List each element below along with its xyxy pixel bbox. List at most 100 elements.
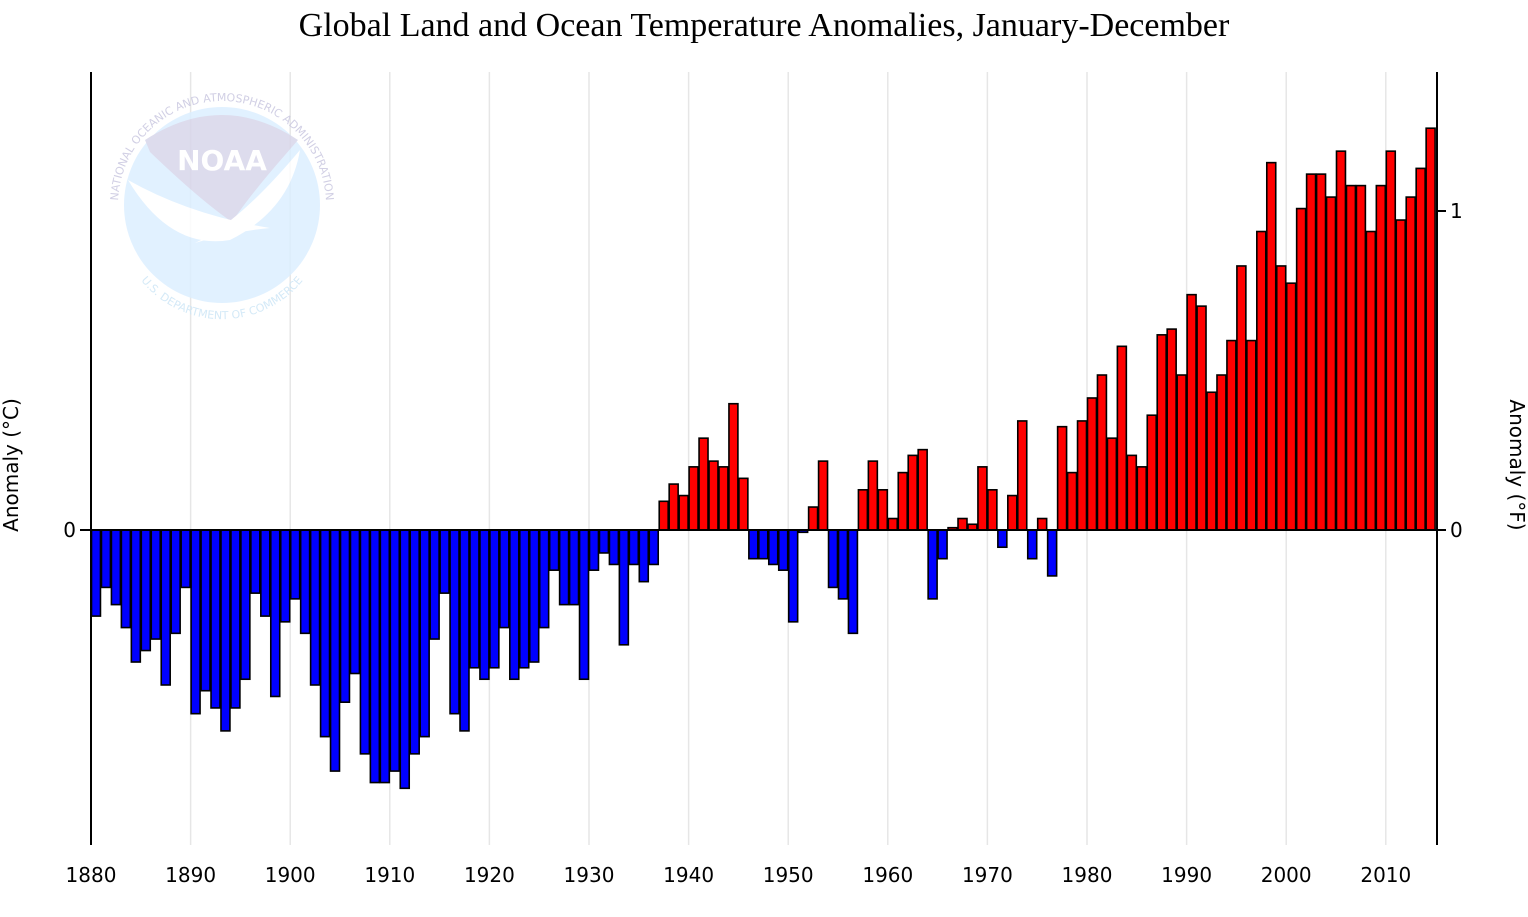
bar-1947 bbox=[758, 529, 769, 560]
bar-1904 bbox=[329, 529, 341, 772]
bar-1888 bbox=[170, 529, 181, 635]
bar-1973 bbox=[1016, 420, 1028, 531]
bar-2008 bbox=[1365, 230, 1377, 531]
bar-1990 bbox=[1186, 293, 1197, 531]
bar-1918 bbox=[469, 529, 480, 669]
bar-1928 bbox=[568, 529, 580, 606]
x-tick-label: 1900 bbox=[265, 863, 316, 887]
bar-2011 bbox=[1395, 219, 1407, 531]
bar-1901 bbox=[299, 529, 311, 635]
bar-1923 bbox=[518, 529, 530, 669]
bar-1914 bbox=[429, 529, 440, 640]
x-tick-label: 1920 bbox=[464, 863, 515, 887]
bar-1971 bbox=[997, 529, 1008, 549]
bar-1935 bbox=[638, 529, 650, 583]
bar-1998 bbox=[1265, 161, 1277, 531]
x-tick-label: 1980 bbox=[1062, 863, 1113, 887]
bar-2002 bbox=[1305, 173, 1317, 531]
bar-1931 bbox=[598, 529, 610, 554]
x-tick-label: 1890 bbox=[165, 863, 216, 887]
bar-1964 bbox=[927, 529, 938, 600]
bar-1910 bbox=[389, 529, 401, 772]
bar-1919 bbox=[479, 529, 490, 681]
bar-2009 bbox=[1375, 184, 1387, 531]
bar-1991 bbox=[1196, 305, 1207, 531]
bar-1945 bbox=[738, 477, 749, 531]
bar-2010 bbox=[1385, 150, 1397, 531]
bar-1993 bbox=[1216, 374, 1227, 531]
bar-1920 bbox=[489, 529, 500, 669]
bar-2000 bbox=[1285, 282, 1297, 531]
bar-1908 bbox=[369, 529, 381, 784]
bar-1982 bbox=[1106, 437, 1118, 531]
bar-1995 bbox=[1236, 265, 1247, 531]
bar-1967 bbox=[957, 517, 968, 531]
bar-1976 bbox=[1046, 529, 1058, 577]
bar-1883 bbox=[120, 529, 132, 629]
bar-1894 bbox=[230, 529, 241, 709]
bar-2012 bbox=[1405, 196, 1416, 531]
bar-1911 bbox=[399, 529, 411, 790]
bar-1893 bbox=[220, 529, 231, 732]
y-tick-label-right: 1 bbox=[1450, 199, 1463, 223]
bar-1895 bbox=[240, 529, 251, 681]
x-tick-label: 1960 bbox=[862, 863, 913, 887]
x-tick-label: 1950 bbox=[763, 863, 814, 887]
bar-2005 bbox=[1335, 150, 1347, 531]
bar-1975 bbox=[1036, 517, 1048, 531]
bar-1940 bbox=[688, 466, 699, 531]
bar-2006 bbox=[1345, 184, 1357, 531]
bar-1885 bbox=[140, 529, 152, 652]
x-tick-label: 1930 bbox=[564, 863, 615, 887]
bar-1913 bbox=[419, 529, 430, 738]
bar-1977 bbox=[1056, 425, 1068, 531]
bar-1988 bbox=[1166, 328, 1177, 531]
bar-1994 bbox=[1226, 339, 1237, 531]
bar-1999 bbox=[1275, 265, 1287, 531]
bar-1922 bbox=[509, 529, 520, 681]
bar-1906 bbox=[349, 529, 361, 675]
bar-1987 bbox=[1156, 334, 1167, 531]
bar-1896 bbox=[250, 529, 261, 594]
bar-2013 bbox=[1415, 167, 1426, 531]
bar-1954 bbox=[827, 529, 839, 589]
bar-2004 bbox=[1325, 196, 1337, 531]
bar-1937 bbox=[658, 500, 669, 531]
bar-1881 bbox=[100, 529, 112, 589]
x-axis-ticks: 1880 1890 1900 1910 1920 1930 1940 1950 1960 1970… bbox=[66, 863, 1412, 887]
y-tick-label-left: 0 bbox=[63, 518, 76, 542]
bar-1996 bbox=[1246, 339, 1257, 531]
bar-1992 bbox=[1206, 391, 1217, 531]
bar-1932 bbox=[608, 529, 620, 566]
bar-1925 bbox=[538, 529, 550, 629]
bar-1886 bbox=[150, 529, 162, 640]
bar-1916 bbox=[449, 529, 460, 715]
bar-1984 bbox=[1126, 454, 1138, 531]
bar-1934 bbox=[628, 529, 640, 566]
bar-1892 bbox=[210, 529, 221, 709]
svg-text:NOAA: NOAA bbox=[177, 144, 267, 177]
bar-1927 bbox=[558, 529, 570, 606]
bar-1938 bbox=[668, 483, 679, 531]
bar-1948 bbox=[767, 529, 779, 566]
bar-1986 bbox=[1146, 414, 1158, 531]
y-axis-label-left: Anomaly (°C) bbox=[0, 398, 23, 532]
bar-1903 bbox=[319, 529, 331, 738]
bar-1979 bbox=[1076, 420, 1088, 531]
bar-1978 bbox=[1066, 471, 1078, 531]
bar-1898 bbox=[269, 529, 281, 698]
bar-1880 bbox=[90, 529, 102, 617]
bar-1997 bbox=[1256, 230, 1267, 531]
bar-1952 bbox=[807, 506, 819, 531]
bar-1949 bbox=[777, 529, 789, 571]
bar-1907 bbox=[359, 529, 371, 755]
bar-1969 bbox=[977, 466, 988, 531]
y-tick-label-right: 0 bbox=[1450, 518, 1463, 542]
bar-1970 bbox=[987, 489, 998, 531]
noaa-logo: NOAA NATIONAL OCEANIC AND ATMOSPHERIC AD… bbox=[108, 91, 336, 322]
bar-1959 bbox=[877, 489, 889, 531]
bar-1933 bbox=[618, 529, 630, 646]
bar-1960 bbox=[887, 517, 899, 531]
bar-1957 bbox=[857, 489, 869, 531]
bar-1897 bbox=[260, 529, 271, 617]
